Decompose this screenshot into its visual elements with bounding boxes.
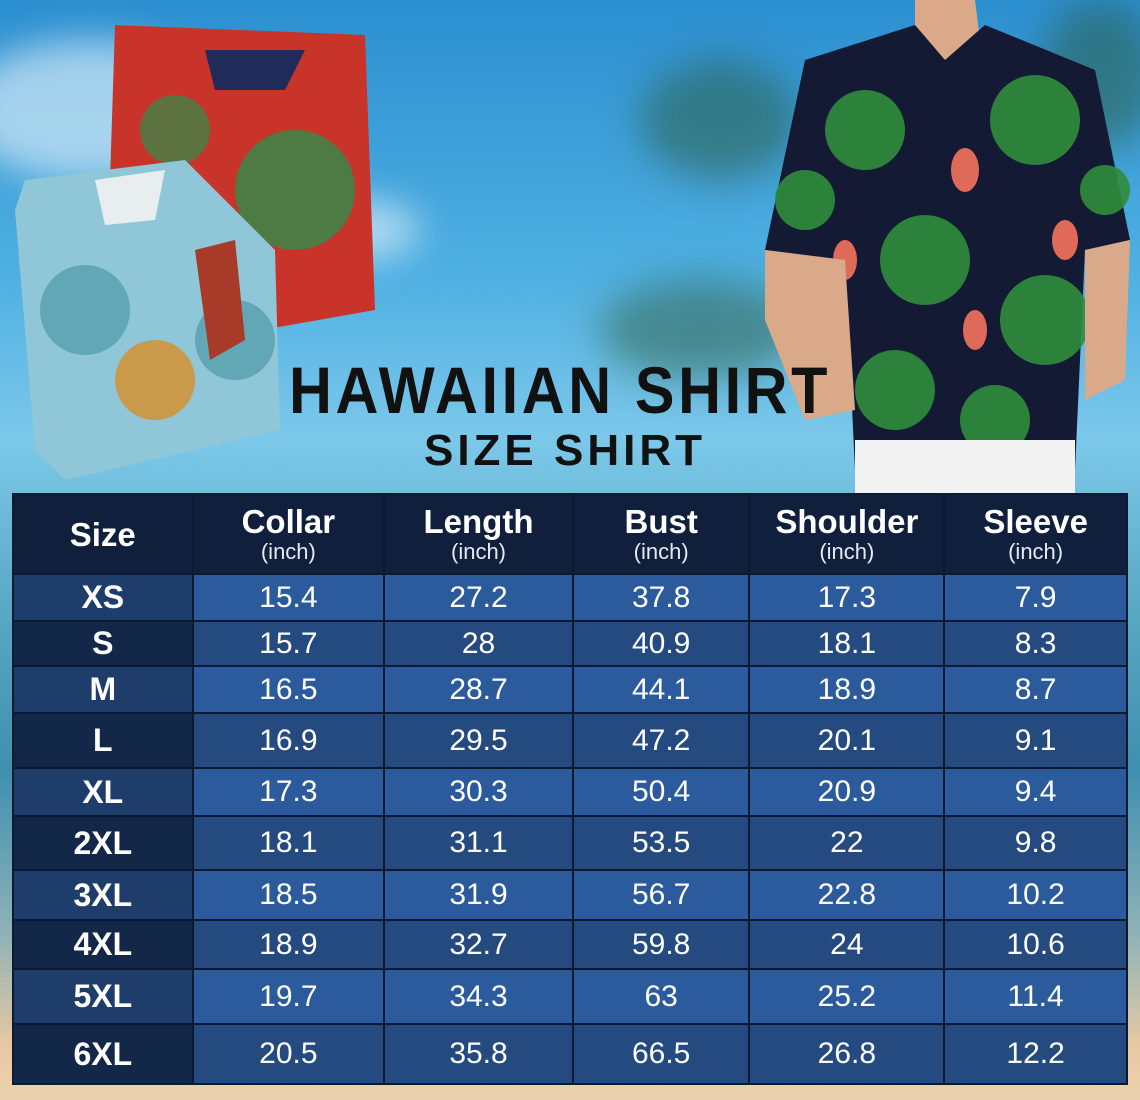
header-unit: (inch) <box>260 539 316 564</box>
header-sleeve: Sleeve (inch) <box>943 493 1128 575</box>
cell-shoulder: 18.9 <box>748 665 946 714</box>
cell-length: 32.7 <box>383 919 574 970</box>
cell-shoulder: 17.3 <box>748 573 946 622</box>
cell-length: 29.5 <box>383 712 574 769</box>
table-row: XL 17.3 30.3 50.4 20.9 9.4 <box>12 767 1128 817</box>
model-wearing-shirt-image <box>765 0 1130 495</box>
cell-collar: 16.9 <box>191 712 386 769</box>
cell-sleeve: 8.3 <box>943 620 1128 667</box>
table-row: S 15.7 28 40.9 18.1 8.3 <box>12 620 1128 667</box>
cell-collar: 15.7 <box>191 620 386 667</box>
header-label: Length <box>423 503 534 540</box>
cell-bust: 53.5 <box>571 815 751 871</box>
cell-size: 5XL <box>12 968 194 1025</box>
cell-length: 27.2 <box>383 573 574 622</box>
cell-length: 28 <box>383 620 574 667</box>
header-label: Shoulder <box>775 503 919 540</box>
cell-shoulder: 24 <box>748 919 946 970</box>
cell-shoulder: 26.8 <box>748 1023 946 1085</box>
cell-sleeve: 10.6 <box>943 919 1128 970</box>
folded-shirts-image <box>15 25 375 480</box>
cell-collar: 15.4 <box>191 573 386 622</box>
size-chart-table: Size Collar (inch) Length (inch) Bust (inch… <box>12 493 1128 1085</box>
cell-collar: 18.1 <box>191 815 386 871</box>
header-size: Size <box>12 493 194 575</box>
table-row: L 16.9 29.5 47.2 20.1 9.1 <box>12 712 1128 769</box>
cell-collar: 20.5 <box>191 1023 386 1085</box>
cell-sleeve: 9.4 <box>943 767 1128 817</box>
cell-collar: 17.3 <box>191 767 386 817</box>
table-row: 4XL 18.9 32.7 59.8 24 10.6 <box>12 919 1128 970</box>
cell-bust: 47.2 <box>571 712 751 769</box>
cell-size: XL <box>12 767 194 817</box>
header-label: Bust <box>624 503 698 540</box>
cell-size: 4XL <box>12 919 194 970</box>
cell-bust: 37.8 <box>571 573 751 622</box>
cell-sleeve: 9.8 <box>943 815 1128 871</box>
table-row: 6XL 20.5 35.8 66.5 26.8 12.2 <box>12 1023 1128 1085</box>
cell-collar: 16.5 <box>191 665 386 714</box>
cell-length: 28.7 <box>383 665 574 714</box>
cell-collar: 18.9 <box>191 919 386 970</box>
header-label: Size <box>69 515 136 553</box>
cell-sleeve: 8.7 <box>943 665 1128 714</box>
cell-sleeve: 10.2 <box>943 869 1128 921</box>
header-unit: (inch) <box>633 539 689 564</box>
header-unit: (inch) <box>1008 539 1064 564</box>
table-row: XS 15.4 27.2 37.8 17.3 7.9 <box>12 573 1128 622</box>
page-title: HAWAIIAN SHIRT <box>288 353 832 427</box>
table-row: 5XL 19.7 34.3 63 25.2 11.4 <box>12 968 1128 1025</box>
header-shoulder: Shoulder (inch) <box>748 493 946 575</box>
table-header-row: Size Collar (inch) Length (inch) Bust (inch… <box>12 493 1128 575</box>
table-row: 3XL 18.5 31.9 56.7 22.8 10.2 <box>12 869 1128 921</box>
cell-bust: 50.4 <box>571 767 751 817</box>
cell-shoulder: 18.1 <box>748 620 946 667</box>
cell-size: M <box>12 665 194 714</box>
header-label: Collar <box>241 503 336 540</box>
cell-length: 31.9 <box>383 869 574 921</box>
cell-sleeve: 12.2 <box>943 1023 1128 1085</box>
cell-bust: 66.5 <box>571 1023 751 1085</box>
cell-shoulder: 22 <box>748 815 946 871</box>
cell-size: 2XL <box>12 815 194 871</box>
cell-length: 30.3 <box>383 767 574 817</box>
cell-sleeve: 9.1 <box>943 712 1128 769</box>
header-unit: (inch) <box>451 539 507 564</box>
cell-length: 34.3 <box>383 968 574 1025</box>
cell-length: 31.1 <box>383 815 574 871</box>
header-length: Length (inch) <box>383 493 574 575</box>
cell-bust: 63 <box>571 968 751 1025</box>
cell-sleeve: 11.4 <box>943 968 1128 1025</box>
cell-length: 35.8 <box>383 1023 574 1085</box>
cell-size: S <box>12 620 194 667</box>
cell-shoulder: 22.8 <box>748 869 946 921</box>
header-bust: Bust (inch) <box>571 493 751 575</box>
header-unit: (inch) <box>819 539 875 564</box>
cell-shoulder: 20.1 <box>748 712 946 769</box>
cell-size: 6XL <box>12 1023 194 1085</box>
page-subtitle: SIZE SHIRT <box>423 426 707 475</box>
cell-bust: 56.7 <box>571 869 751 921</box>
cell-collar: 18.5 <box>191 869 386 921</box>
cell-size: L <box>12 712 194 769</box>
cell-bust: 59.8 <box>571 919 751 970</box>
cell-sleeve: 7.9 <box>943 573 1128 622</box>
cell-bust: 40.9 <box>571 620 751 667</box>
header-collar: Collar (inch) <box>191 493 386 575</box>
cell-shoulder: 20.9 <box>748 767 946 817</box>
background-palm <box>640 60 800 180</box>
table-row: 2XL 18.1 31.1 53.5 22 9.8 <box>12 815 1128 871</box>
table-row: M 16.5 28.7 44.1 18.9 8.7 <box>12 665 1128 714</box>
cell-collar: 19.7 <box>191 968 386 1025</box>
header-label: Sleeve <box>983 503 1088 540</box>
cell-bust: 44.1 <box>571 665 751 714</box>
cell-shoulder: 25.2 <box>748 968 946 1025</box>
cell-size: XS <box>12 573 194 622</box>
cell-size: 3XL <box>12 869 194 921</box>
